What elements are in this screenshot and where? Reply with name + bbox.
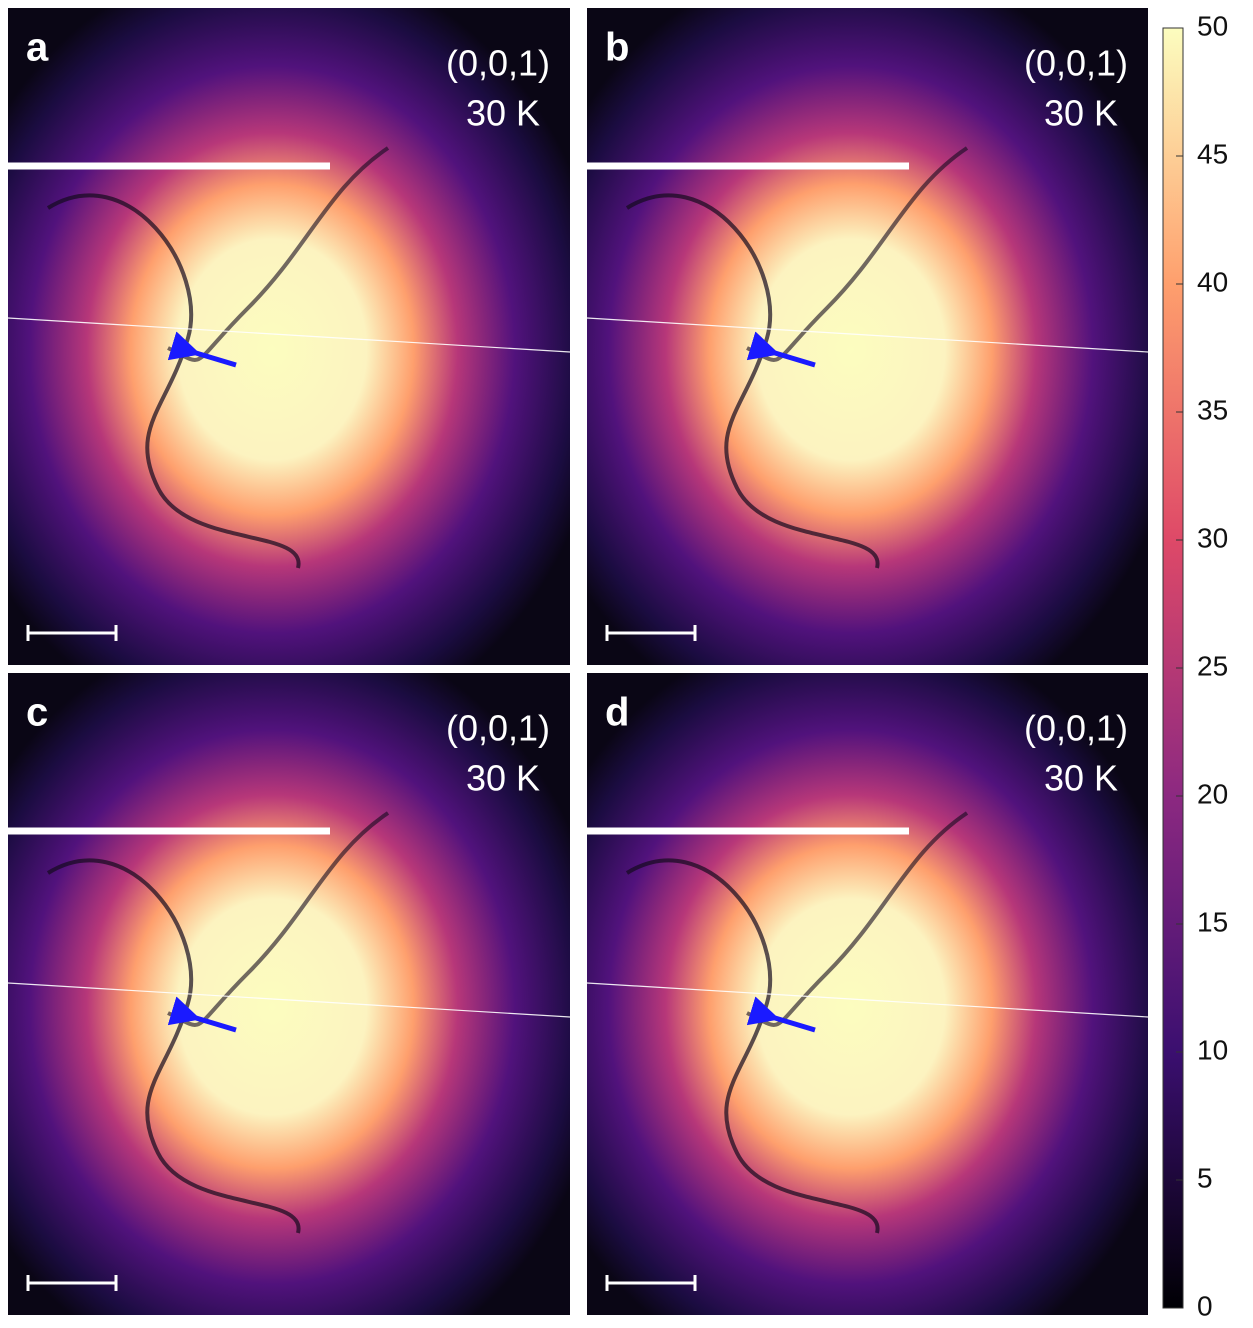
- colorbar-tick-label: 40: [1197, 266, 1228, 297]
- panel-label: b: [605, 26, 629, 70]
- colorbar-tick-label: 50: [1197, 10, 1228, 41]
- temperature-label: 30 K: [1044, 758, 1118, 799]
- temperature-label: 30 K: [1044, 93, 1118, 134]
- colorbar-tick-label: 10: [1197, 1034, 1228, 1065]
- colorbar-tick-label: 15: [1197, 906, 1228, 937]
- panel-label: d: [605, 691, 629, 735]
- colorbar-tick-label: 0: [1197, 1290, 1213, 1321]
- panel-label: a: [26, 26, 49, 70]
- reflection-label: (0,0,1): [1024, 708, 1128, 749]
- figure: a (0,0,1) 30 K b (0,0,1) 30 K c (0,0,1) 30 K d (0,…: [0, 0, 1253, 1323]
- colorbar-tick-label: 5: [1197, 1162, 1213, 1193]
- panel-label: c: [26, 691, 48, 735]
- temperature-label: 30 K: [466, 758, 540, 799]
- reflection-label: (0,0,1): [1024, 43, 1128, 84]
- reflection-label: (0,0,1): [446, 708, 550, 749]
- panel: b (0,0,1) 30 K: [587, 8, 1148, 665]
- colorbar-tick-label: 20: [1197, 778, 1228, 809]
- colorbar-tick-label: 45: [1197, 138, 1228, 169]
- panel: d (0,0,1) 30 K: [587, 673, 1148, 1315]
- panel: c (0,0,1) 30 K: [8, 673, 570, 1315]
- panel: a (0,0,1) 30 K: [8, 8, 570, 665]
- colorbar-tick-label: 30: [1197, 522, 1228, 553]
- colorbar-tick-label: 35: [1197, 394, 1228, 425]
- temperature-label: 30 K: [466, 93, 540, 134]
- reflection-label: (0,0,1): [446, 43, 550, 84]
- colorbar-tick-label: 25: [1197, 650, 1228, 681]
